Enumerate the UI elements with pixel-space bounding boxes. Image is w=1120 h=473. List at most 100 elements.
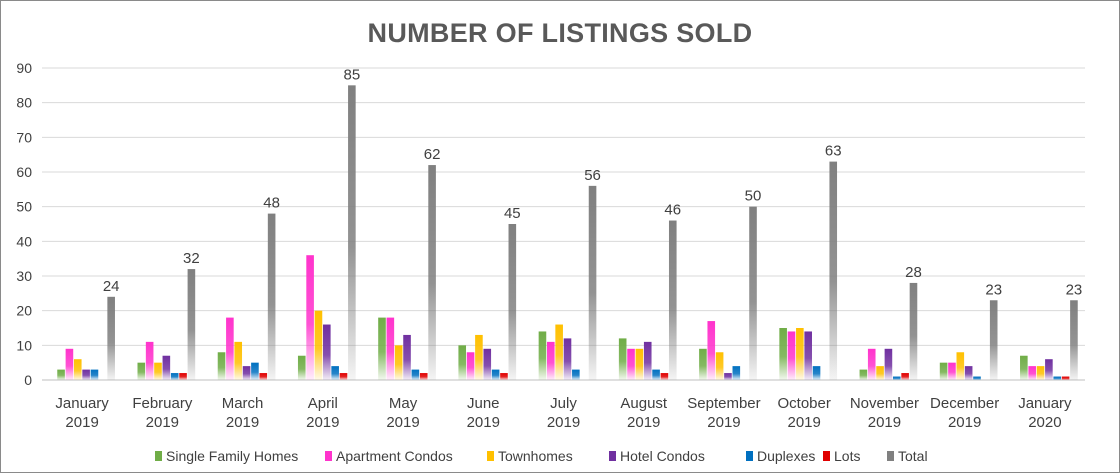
y-tick-label: 60 [16, 164, 32, 180]
bar [749, 206, 757, 380]
bar [65, 348, 74, 380]
gridlines [42, 67, 1085, 381]
bar [419, 373, 428, 380]
x-category-label: January 2019 [55, 395, 109, 431]
bar [242, 366, 251, 380]
y-tick-label: 20 [16, 303, 32, 319]
bar [724, 373, 732, 380]
bar [458, 345, 467, 380]
bar [588, 185, 597, 380]
bar [787, 331, 796, 380]
bar [162, 355, 171, 380]
bar [956, 352, 965, 380]
bar [829, 161, 838, 380]
bar [226, 317, 234, 380]
legend-label: Duplexes [757, 448, 815, 464]
bar [699, 348, 707, 380]
bar [500, 373, 508, 380]
bar [267, 213, 276, 380]
bar [563, 338, 572, 380]
bar [876, 366, 884, 380]
bar [779, 328, 787, 380]
data-label: 32 [183, 250, 200, 267]
bar [572, 369, 580, 380]
bar [339, 373, 348, 380]
data-label: 28 [905, 264, 922, 281]
bar [386, 317, 395, 380]
legend-label: Single Family Homes [166, 448, 298, 464]
bar [259, 373, 268, 380]
bar [1028, 366, 1036, 380]
data-label: 50 [745, 188, 762, 205]
bar [627, 348, 635, 380]
bar [547, 341, 555, 380]
bar [555, 324, 563, 380]
bar [939, 362, 948, 380]
data-label: 62 [424, 146, 441, 163]
bars [57, 85, 1078, 380]
data-labels: 24 32 48 85 62 45 56 46 50 63 28 23 23 [103, 66, 1082, 298]
bar [475, 334, 483, 380]
legend-label: Lots [834, 448, 860, 464]
bar [411, 369, 420, 380]
bar [297, 355, 306, 380]
x-category-label: July 2019 [547, 395, 580, 431]
bar [57, 369, 65, 380]
bar [804, 331, 812, 380]
bar [331, 366, 339, 380]
bar [154, 362, 162, 380]
y-tick-label: 40 [16, 233, 32, 249]
x-category-label: June 2019 [467, 395, 500, 431]
x-category-label: April 2019 [306, 395, 339, 431]
bar [1053, 376, 1062, 380]
bar [867, 348, 876, 380]
legend-label: Total [898, 448, 928, 464]
chart-title: NUMBER OF LISTINGS SOLD [367, 18, 753, 48]
bar [403, 334, 411, 380]
bar [1036, 366, 1045, 380]
data-label: 23 [985, 281, 1002, 298]
data-label: 48 [263, 195, 280, 212]
data-label: 85 [344, 66, 361, 83]
y-tick-label: 0 [24, 372, 32, 388]
bar [884, 348, 893, 380]
bar [1061, 376, 1070, 380]
bar [989, 300, 998, 380]
bar [306, 255, 314, 380]
bar [378, 317, 386, 380]
bar [187, 269, 196, 380]
bar [892, 376, 901, 380]
legend-swatch [155, 451, 162, 461]
data-label: 56 [584, 167, 601, 184]
x-category-label: February 2019 [132, 395, 193, 431]
legend-swatch [609, 451, 616, 461]
y-axis-ticks: 0 10 20 30 40 50 60 70 80 90 [16, 60, 32, 388]
bar [1045, 359, 1053, 380]
bar [428, 165, 436, 380]
legend-label: Townhomes [498, 448, 573, 464]
y-tick-label: 80 [16, 95, 32, 111]
bar [348, 85, 356, 380]
data-label: 63 [825, 143, 842, 160]
legend-swatch [887, 451, 894, 461]
legend-label: Apartment Condos [336, 448, 453, 464]
x-category-label: August 2019 [620, 395, 668, 431]
legend: Single Family Homes Apartment Condos Townh… [155, 448, 928, 464]
bar [394, 345, 403, 380]
data-label: 23 [1066, 281, 1083, 298]
bar [82, 369, 90, 380]
x-category-label: October 2019 [778, 395, 831, 431]
bar [635, 348, 644, 380]
bar [732, 366, 741, 380]
y-tick-label: 50 [16, 199, 32, 215]
bar [508, 224, 517, 380]
bar [1020, 355, 1028, 380]
y-tick-label: 90 [16, 60, 32, 76]
x-axis-categories: January 2019 February 2019 March 2019 April 201… [55, 395, 1072, 431]
bar [901, 373, 909, 380]
x-category-label: November 2019 [850, 395, 919, 431]
x-category-label: May 2019 [386, 395, 419, 431]
legend-swatch [325, 451, 332, 461]
bar [973, 376, 981, 380]
